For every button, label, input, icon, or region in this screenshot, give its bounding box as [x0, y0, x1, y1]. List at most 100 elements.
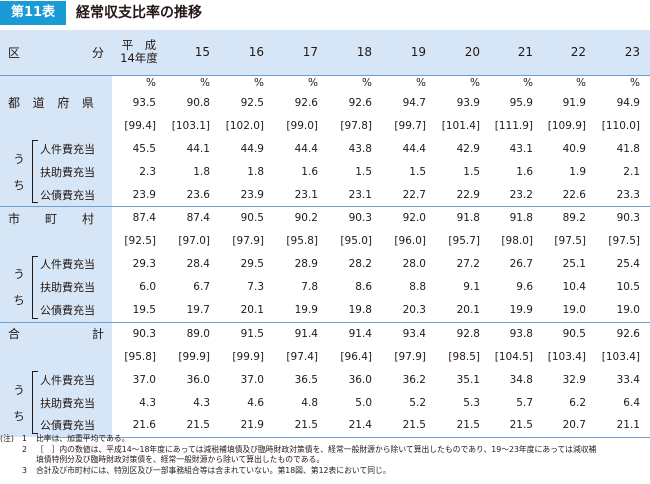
header-year: 20 [436, 30, 490, 76]
value-cell: 90.8 [186, 96, 210, 109]
title-bar: 第11表 経常収支比率の推移 [0, 0, 650, 26]
sub-label: 人件費充当 [38, 252, 112, 276]
value-cell: 87.4 [166, 206, 220, 230]
sub-value-cell: 23.9 [132, 188, 156, 201]
note-text: ［ ］内の数値は、平成14～18年度にあっては減税補填債及び臨時財政対策債を、経… [36, 444, 597, 454]
sub-value-cell: 4.6 [247, 396, 264, 409]
note-line: 3 合計及び市町村には、特別区及び一部事務組合等は含まれていない。第18図、第1… [0, 466, 650, 477]
sub-value-cell: 29.3 [132, 258, 156, 271]
sub-value-cell: 21.9 [220, 414, 274, 438]
value-cell: 91.8 [436, 206, 490, 230]
bracket-value-cell: [98.0] [501, 235, 533, 247]
sub-value-cell: 40.9 [562, 142, 586, 155]
sub-value-cell: 9.1 [463, 281, 480, 294]
sub-row: 公債費充当 23.9 23.6 23.9 23.1 23.1 22.7 22.9 23.2 22.… [0, 183, 650, 207]
unit-cell: % [523, 77, 533, 90]
sub-row: 公債費充当 21.6 21.5 21.9 21.5 21.4 21.5 21.5 21.5 20.… [0, 414, 650, 438]
sub-value-cell: 36.0 [348, 373, 372, 386]
group-name: 都道府県 [0, 91, 112, 114]
sub-value-cell: 37.0 [132, 373, 156, 386]
bracket-value-cell: [95.7] [448, 235, 480, 247]
note-text: 比率は、加重平均である。 [36, 434, 130, 443]
sub-value-cell: 21.1 [596, 414, 650, 438]
sub-row: 公債費充当 19.5 19.7 20.1 19.9 19.8 20.3 20.1 19.9 19.… [0, 298, 650, 322]
sub-value-cell: 19.0 [616, 304, 640, 317]
sub-label: 人件費充当 [38, 368, 112, 391]
group-name: 合計 [0, 321, 112, 345]
group-row: 合計 90.3 89.0 91.5 91.4 91.4 93.4 92.8 93.8 90.5 92… [0, 321, 650, 345]
group-name-char: 町 [44, 211, 57, 226]
sub-value-cell: 44.1 [186, 142, 210, 155]
sub-row: 扶助費充当 6.0 6.7 7.3 7.8 8.6 8.8 9.1 9.6 10.4 10.5 [0, 275, 650, 299]
sub-value-cell: 22.9 [456, 188, 480, 201]
sub-value-cell: 10.5 [616, 281, 640, 294]
unit-cell: % [200, 77, 210, 90]
unit-cell: % [470, 77, 480, 90]
bracket-value-cell: [99.9] [232, 350, 264, 363]
bracket-value-cell: [97.9] [232, 235, 264, 247]
value-cell: 89.2 [543, 206, 596, 230]
sub-value-cell: 43.8 [348, 142, 372, 155]
bracket-row-label [0, 345, 112, 368]
sub-value-cell: 2.3 [139, 165, 156, 178]
bracket-value-cell: [97.5] [608, 235, 640, 247]
sub-value-cell: 1.8 [193, 165, 210, 178]
sub-value-cell: 1.5 [409, 165, 426, 178]
value-cell: 92.0 [382, 206, 436, 230]
bracket-value-cell: [109.9] [547, 119, 586, 132]
value-cell: 91.5 [220, 321, 274, 345]
sub-value-cell: 21.4 [328, 414, 382, 438]
unit-cell: % [254, 77, 264, 90]
bracket-value-cell: [111.9] [494, 119, 533, 132]
sub-value-cell: 22.6 [562, 188, 586, 201]
sub-label: 公債費充当 [38, 414, 112, 438]
bracket-value-cell: [104.5] [494, 350, 533, 363]
bracket-value-cell: [98.5] [448, 350, 480, 363]
sub-value-cell: 6.4 [623, 396, 640, 409]
header-heisei-line1: 平 成 [121, 38, 157, 53]
uchi-char: ち [13, 177, 25, 192]
bracket-row-label [0, 229, 112, 253]
sub-value-cell: 1.5 [463, 165, 480, 178]
sub-label: 扶助費充当 [38, 275, 112, 299]
bracket-row: [95.8] [99.9] [99.9] [97.4] [96.4] [97.9] [98.… [0, 345, 650, 368]
sub-value-cell: 28.0 [402, 258, 426, 271]
sub-value-cell: 36.5 [294, 373, 318, 386]
value-cell: 90.3 [596, 206, 650, 230]
sub-value-cell: 27.2 [456, 258, 480, 271]
bracket-value-cell: [99.7] [394, 119, 426, 132]
group-name-chars: 市町村 [0, 210, 112, 227]
group-name-char: 合 [8, 327, 21, 342]
group-row: 市町村 87.4 87.4 90.5 90.2 90.3 92.0 91.8 91.8 89.2 9… [0, 206, 650, 230]
group-name-char: 県 [81, 96, 94, 110]
value-cell: 91.4 [328, 321, 382, 345]
sub-value-cell: 28.2 [348, 258, 372, 271]
unit-cell: % [630, 77, 640, 90]
sub-value-cell: 25.1 [562, 258, 586, 271]
value-cell: 90.5 [220, 206, 274, 230]
sub-value-cell: 4.3 [139, 396, 156, 409]
bracket-value-cell: [99.4] [124, 119, 156, 132]
table-number-badge: 第11表 [0, 1, 66, 25]
sub-value-cell: 7.3 [247, 281, 264, 294]
sub-value-cell: 21.5 [490, 414, 543, 438]
value-cell: 92.5 [240, 96, 264, 109]
sub-value-cell: 6.0 [139, 281, 156, 294]
sub-value-cell: 37.0 [240, 373, 264, 386]
value-cell: 89.0 [166, 321, 220, 345]
value-cell: 92.6 [348, 96, 372, 109]
bracket-value-cell: [95.8] [124, 350, 156, 363]
header-year: 22 [543, 30, 596, 76]
note-number: 1 [22, 434, 27, 443]
group-name-char: 府 [57, 96, 70, 110]
unit-row-label [0, 75, 112, 91]
group-name-char: 道 [32, 96, 45, 110]
sub-value-cell: 26.7 [509, 258, 533, 271]
brace-icon [32, 371, 38, 434]
sub-value-cell: 19.9 [509, 304, 533, 317]
sub-value-cell: 32.9 [562, 373, 586, 386]
sub-value-cell: 44.4 [294, 142, 318, 155]
sub-value-cell: 4.8 [301, 396, 318, 409]
header-year: 17 [274, 30, 328, 76]
table-title: 経常収支比率の推移 [76, 5, 202, 21]
